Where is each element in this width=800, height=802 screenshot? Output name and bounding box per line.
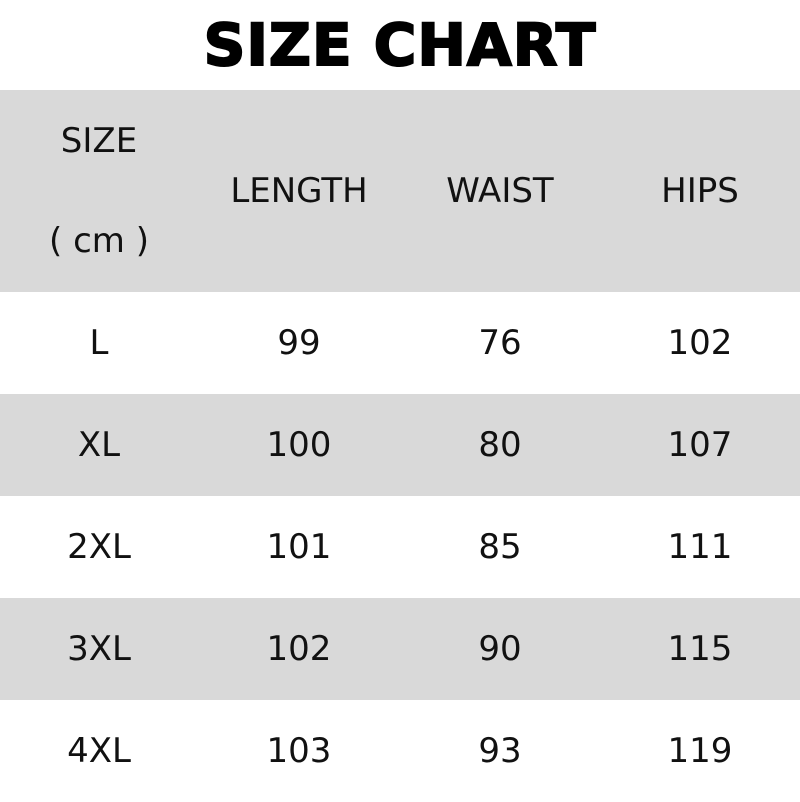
- cell-size: 2XL: [67, 527, 131, 567]
- cell-size: XL: [77, 425, 121, 465]
- header-length: LENGTH: [230, 171, 368, 211]
- cell-hips: 111: [667, 527, 733, 567]
- table-row: 2XL 101 85 111: [0, 496, 800, 598]
- header-size: SIZE ( cm ): [0, 90, 198, 292]
- table-header-row: SIZE ( cm ) LENGTH WAIST HIPS: [0, 90, 800, 292]
- table-row: 3XL 102 90 115: [0, 598, 800, 700]
- header-size-label: SIZE: [60, 121, 138, 161]
- cell-length: 101: [266, 527, 332, 567]
- cell-length: 99: [277, 323, 321, 363]
- header-waist: WAIST: [446, 171, 554, 211]
- cell-waist: 76: [478, 323, 522, 363]
- cell-waist: 93: [478, 731, 522, 771]
- cell-waist: 80: [478, 425, 522, 465]
- cell-hips: 119: [667, 731, 733, 771]
- cell-size: 3XL: [67, 629, 131, 669]
- page-title: SIZE CHART: [203, 10, 597, 80]
- header-hips: HIPS: [661, 171, 739, 211]
- size-table: SIZE ( cm ) LENGTH WAIST HIPS L 99 76 102 XL…: [0, 90, 800, 802]
- table-row: L 99 76 102: [0, 292, 800, 394]
- cell-size: 4XL: [67, 731, 131, 771]
- table-row: 4XL 103 93 119: [0, 700, 800, 802]
- cell-length: 102: [266, 629, 332, 669]
- cell-hips: 115: [667, 629, 733, 669]
- table-row: XL 100 80 107: [0, 394, 800, 496]
- cell-hips: 102: [667, 323, 733, 363]
- header-size-unit: ( cm ): [49, 221, 149, 261]
- cell-length: 103: [266, 731, 332, 771]
- cell-length: 100: [266, 425, 332, 465]
- cell-waist: 85: [478, 527, 522, 567]
- cell-hips: 107: [667, 425, 733, 465]
- cell-waist: 90: [478, 629, 522, 669]
- cell-size: L: [89, 323, 109, 363]
